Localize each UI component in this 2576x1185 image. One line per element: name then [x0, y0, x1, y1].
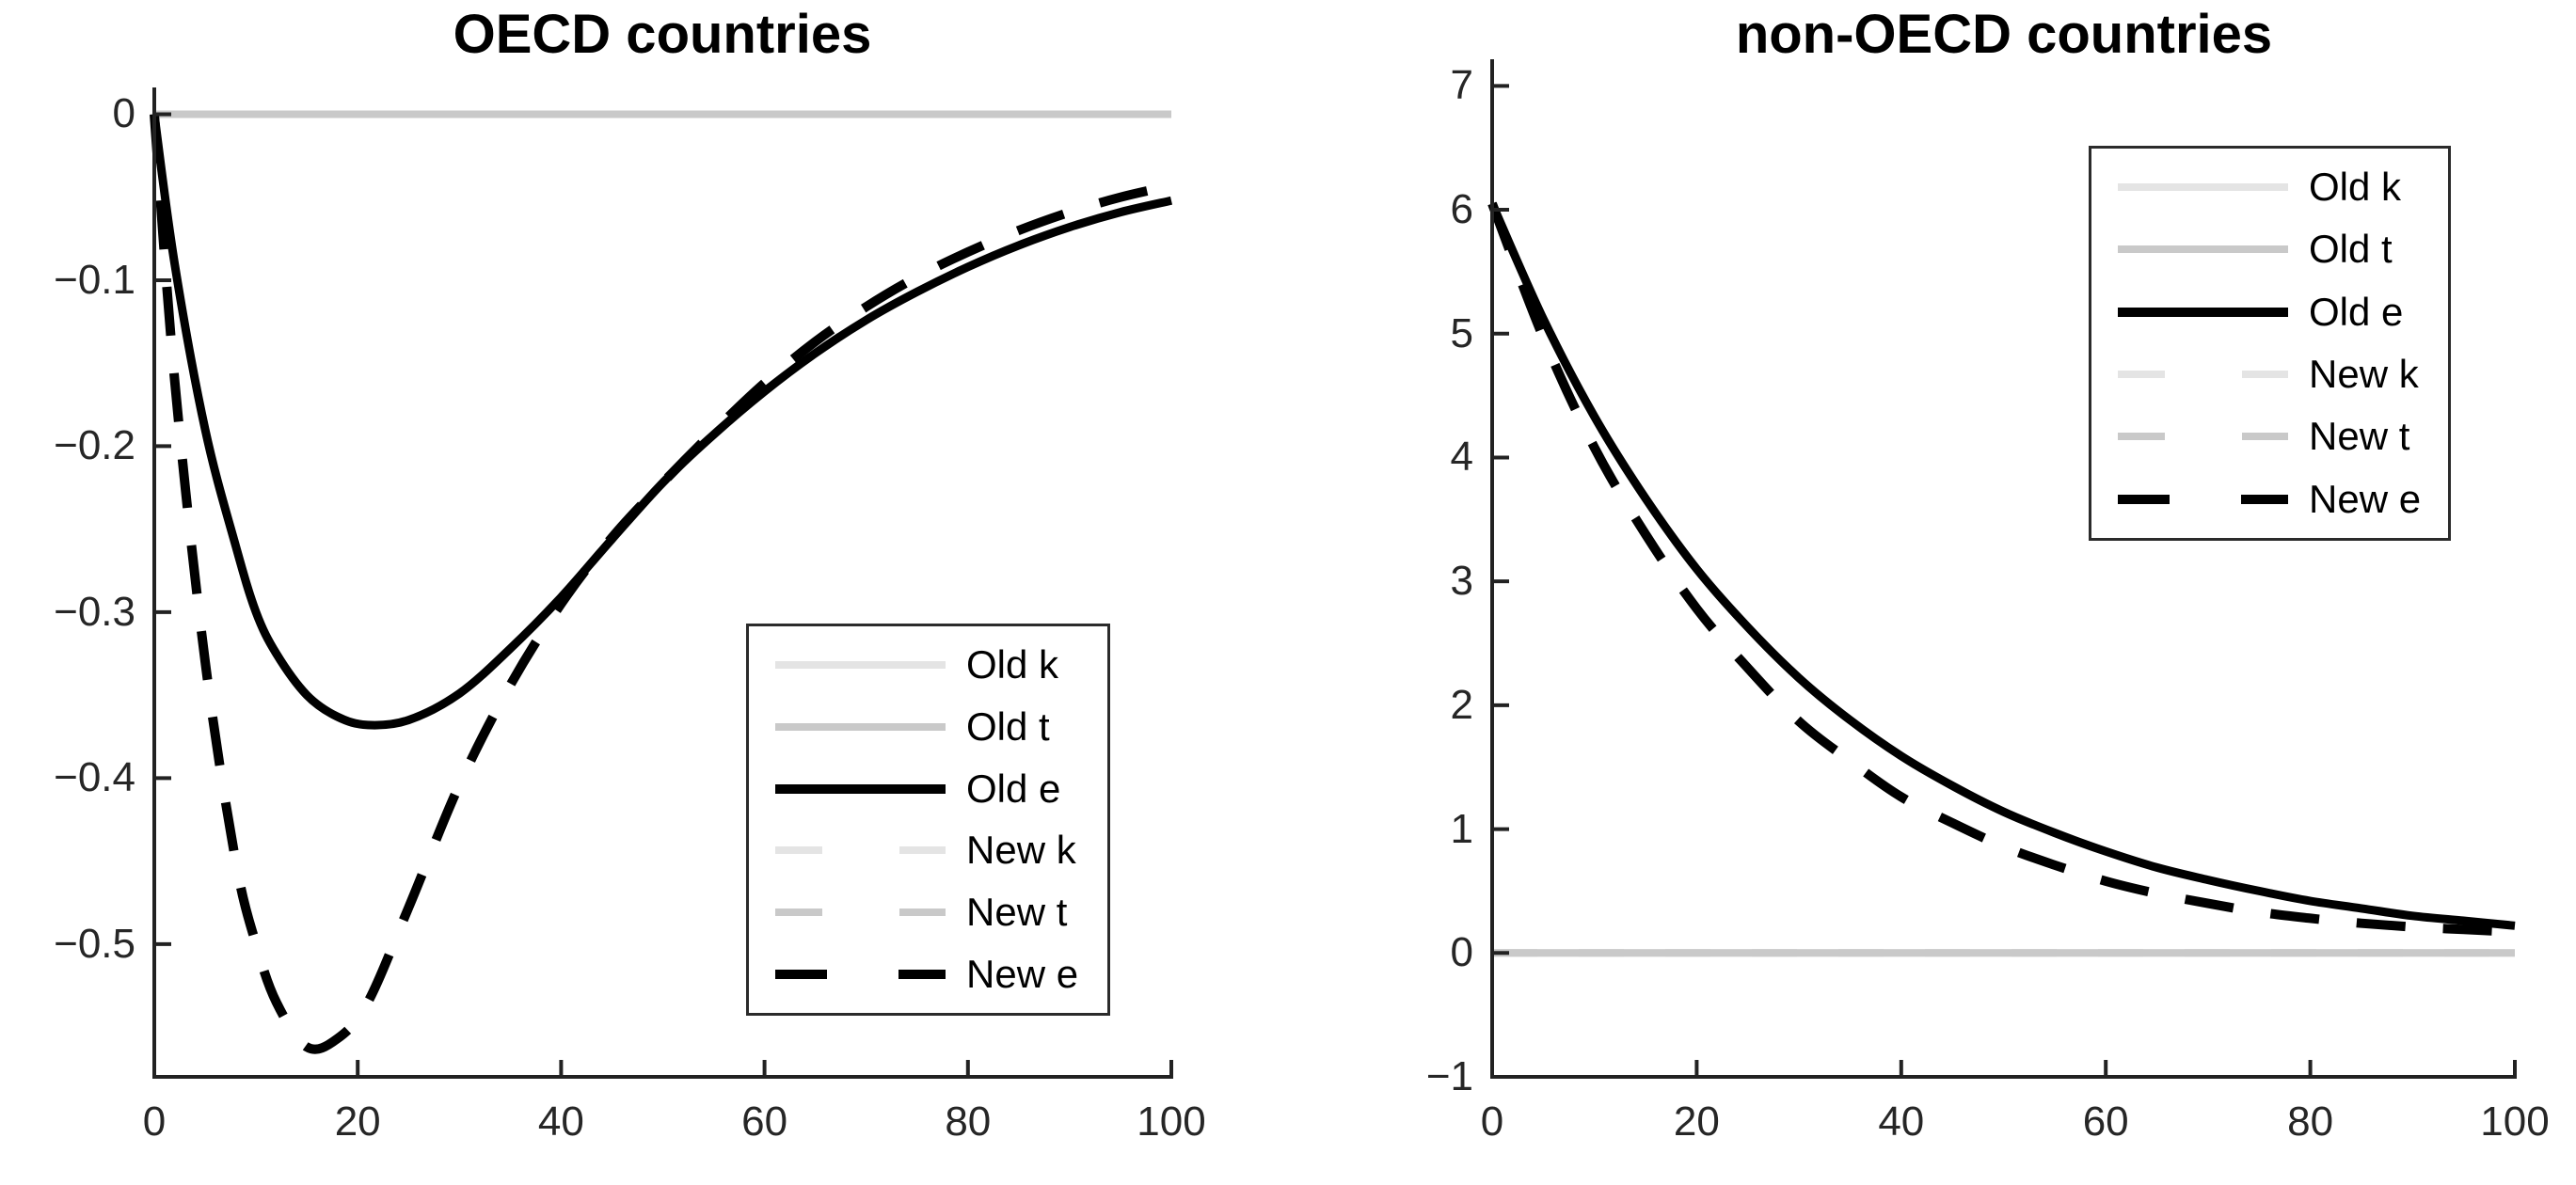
legend-item-label: New t: [2309, 414, 2410, 459]
legend-left: Old k Old t Old e New k New t New e: [746, 624, 1110, 1016]
y-tick-label: −0.1: [54, 256, 135, 303]
legend-line-swatch: [2118, 307, 2288, 317]
y-tick-label: −0.5: [54, 920, 135, 967]
legend-line-swatch: [2118, 183, 2288, 192]
y-tick-label: −1: [1425, 1053, 1473, 1099]
legend-line-swatch: [775, 660, 946, 669]
legend-line-swatch: [2118, 245, 2288, 254]
x-tick-label: 100: [1137, 1098, 1206, 1145]
series-new-e: [1487, 201, 2516, 937]
legend-item-label: Old e: [2309, 289, 2404, 334]
y-tick-label: 4: [1450, 434, 1473, 481]
series-old-e: [150, 113, 1173, 730]
x-tick-label: 0: [142, 1098, 167, 1145]
x-tick-label: 40: [1878, 1098, 1925, 1145]
legend-item-label: New k: [2309, 352, 2419, 397]
x-tick-label: 40: [537, 1098, 584, 1145]
legend-item: New t: [2091, 406, 2448, 466]
legend-item: Old k: [2091, 157, 2448, 217]
legend-item: New e: [2091, 469, 2448, 529]
legend-item: Old t: [749, 697, 1107, 757]
legend-item-label: New k: [966, 828, 1076, 873]
legend-line-swatch: [775, 722, 946, 731]
y-tick-label: −0.4: [54, 754, 135, 801]
y-tick-label: 0: [112, 90, 135, 137]
legend-item-label: Old t: [966, 703, 1050, 749]
legend-line-swatch: [2118, 494, 2288, 504]
x-tick-label: 100: [2480, 1098, 2550, 1145]
y-tick-label: 1: [1450, 805, 1473, 852]
x-tick-label: 0: [1480, 1098, 1504, 1145]
legend-line-swatch: [775, 970, 946, 980]
y-tick-label: −0.2: [54, 422, 135, 469]
legend-right: Old k Old t Old e New k New t New e: [2089, 146, 2451, 541]
x-tick-label: 20: [334, 1098, 381, 1145]
legend-item-label: Old e: [966, 766, 1061, 811]
legend-line-swatch: [775, 846, 946, 855]
right-plot-title: non-OECD countries: [1735, 4, 2273, 65]
legend-item: New e: [749, 944, 1107, 1004]
legend-line-swatch: [775, 783, 946, 794]
x-tick-label: 60: [2082, 1098, 2129, 1145]
y-tick-label: 6: [1450, 186, 1473, 233]
legend-item-label: Old t: [2309, 227, 2393, 272]
legend-item: Old t: [2091, 219, 2448, 279]
x-tick-label: 80: [945, 1098, 992, 1145]
series-old-e: [1487, 201, 2516, 930]
y-tick-label: −0.3: [54, 588, 135, 635]
y-tick-label: 2: [1450, 681, 1473, 728]
legend-item: Old k: [749, 635, 1107, 695]
legend-item: New k: [2091, 344, 2448, 404]
legend-item-label: Old k: [2309, 165, 2402, 210]
legend-line-swatch: [2118, 433, 2288, 441]
x-tick-label: 80: [2287, 1098, 2334, 1145]
legend-item: Old e: [749, 759, 1107, 819]
legend-item-label: New e: [2309, 476, 2422, 521]
y-tick-label: 5: [1450, 309, 1473, 356]
y-tick-label: 3: [1450, 558, 1473, 605]
legend-item: New t: [749, 882, 1107, 942]
y-tick-label: 7: [1450, 62, 1473, 109]
y-tick-label: 0: [1450, 929, 1473, 976]
x-tick-label: 20: [1673, 1098, 1720, 1145]
x-tick-label: 60: [741, 1098, 788, 1145]
legend-item-label: New e: [966, 952, 1079, 997]
legend-item-label: Old k: [966, 641, 1059, 687]
legend-line-swatch: [775, 908, 946, 917]
legend-item-label: New t: [966, 890, 1068, 935]
left-plot-title: OECD countries: [453, 4, 872, 65]
legend-line-swatch: [2118, 371, 2288, 379]
legend-item: Old e: [2091, 282, 2448, 342]
legend-item: New k: [749, 820, 1107, 880]
